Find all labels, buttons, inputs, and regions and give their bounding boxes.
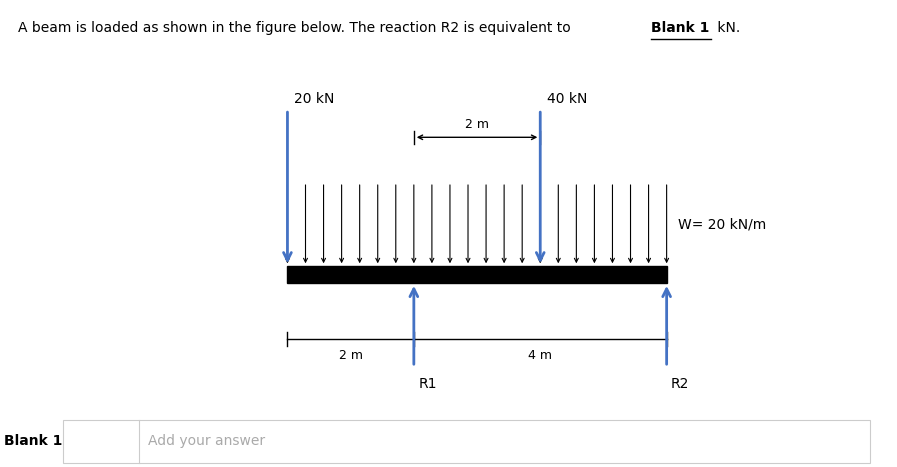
Text: 4 m: 4 m: [528, 349, 553, 362]
Text: R1: R1: [418, 377, 437, 391]
Text: A beam is loaded as shown in the figure below. The reaction R2 is equivalent to: A beam is loaded as shown in the figure …: [18, 21, 575, 35]
Text: W= 20 kN/m: W= 20 kN/m: [678, 217, 766, 231]
Text: Blank 1: Blank 1: [651, 21, 710, 35]
Text: Add your answer: Add your answer: [148, 434, 266, 448]
Text: kN.: kN.: [713, 21, 740, 35]
Text: 2 m: 2 m: [339, 349, 362, 362]
FancyBboxPatch shape: [63, 420, 870, 463]
Text: 2 m: 2 m: [465, 118, 489, 131]
Text: R2: R2: [671, 377, 690, 391]
Text: Blank 1: Blank 1: [4, 434, 63, 448]
Text: 20 kN: 20 kN: [293, 92, 335, 106]
Text: 40 kN: 40 kN: [546, 92, 587, 106]
Bar: [287, 266, 666, 283]
